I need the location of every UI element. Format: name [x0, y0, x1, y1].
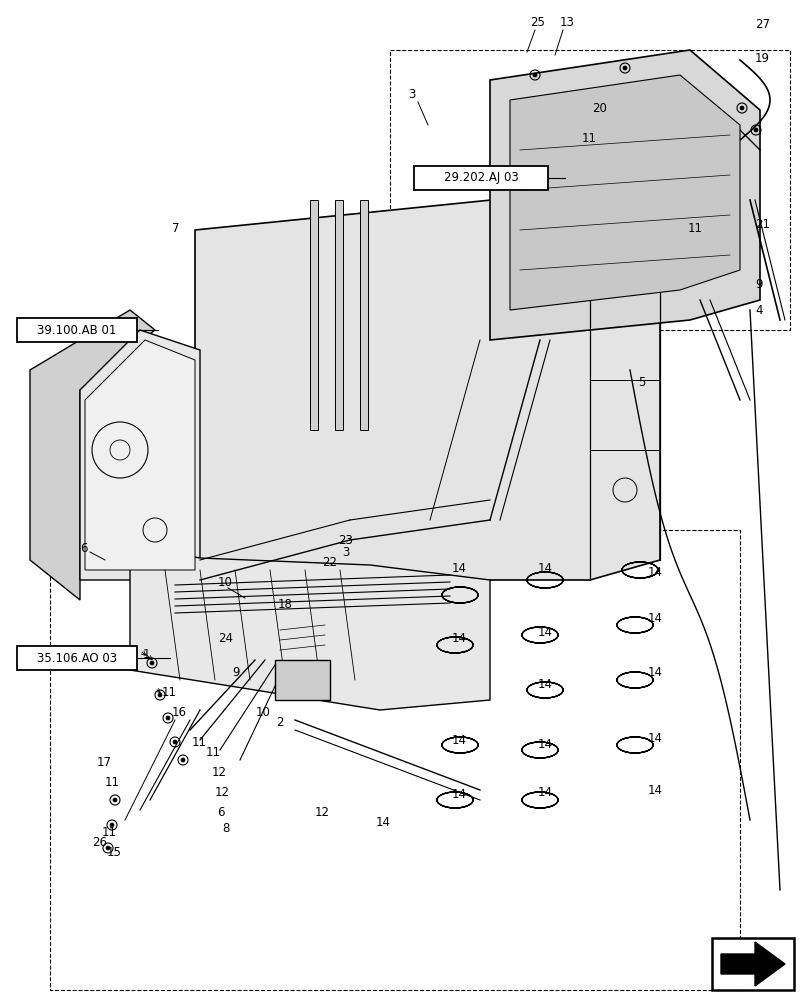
Text: 39.100.AB 01: 39.100.AB 01 [37, 324, 116, 336]
Polygon shape [360, 200, 368, 430]
FancyBboxPatch shape [17, 646, 137, 670]
Text: 11: 11 [688, 222, 703, 234]
Text: 15: 15 [107, 846, 122, 859]
Polygon shape [335, 200, 343, 430]
Text: 14: 14 [538, 786, 553, 798]
Text: 14: 14 [452, 562, 467, 574]
Text: 10: 10 [218, 576, 233, 588]
Text: 3: 3 [342, 546, 349, 560]
Text: 14: 14 [452, 632, 467, 645]
Text: 27: 27 [755, 18, 770, 31]
Text: 25: 25 [530, 15, 545, 28]
Text: 12: 12 [215, 786, 230, 800]
Polygon shape [510, 75, 740, 310]
Text: 14: 14 [648, 666, 663, 678]
Polygon shape [80, 330, 200, 580]
Text: 1: 1 [143, 648, 150, 662]
Text: 22: 22 [322, 556, 337, 570]
Circle shape [181, 758, 185, 762]
FancyBboxPatch shape [17, 318, 137, 342]
Circle shape [623, 66, 627, 70]
Circle shape [754, 128, 758, 132]
Text: 4: 4 [755, 304, 763, 316]
Circle shape [740, 106, 744, 110]
Text: 14: 14 [452, 734, 467, 746]
Text: 6: 6 [80, 542, 87, 554]
Text: 5: 5 [638, 375, 646, 388]
Text: 9: 9 [232, 666, 239, 680]
Text: 16: 16 [172, 706, 187, 720]
Polygon shape [721, 942, 785, 986]
Text: 7: 7 [172, 222, 179, 234]
Text: 12: 12 [315, 806, 330, 820]
Text: 6: 6 [217, 806, 225, 820]
Text: 11: 11 [192, 736, 207, 750]
Bar [275, 660, 330, 700]
Text: 17: 17 [97, 756, 112, 770]
Circle shape [533, 73, 537, 77]
Circle shape [110, 823, 114, 827]
Text: 14: 14 [648, 784, 663, 796]
Polygon shape [30, 310, 155, 600]
Text: 14: 14 [452, 788, 467, 802]
Text: 9: 9 [755, 278, 763, 292]
Circle shape [166, 716, 170, 720]
Text: 14: 14 [538, 738, 553, 752]
Text: 29.202.AJ 03: 29.202.AJ 03 [444, 172, 519, 184]
Text: 14: 14 [648, 732, 663, 744]
Text: 19: 19 [755, 51, 770, 64]
Circle shape [113, 798, 117, 802]
Text: 14: 14 [538, 626, 553, 639]
Polygon shape [490, 50, 760, 340]
Text: 26: 26 [92, 836, 107, 850]
Text: 21: 21 [755, 219, 770, 232]
Text: 14: 14 [538, 678, 553, 692]
Bar [712, 938, 794, 990]
Text: 11: 11 [102, 826, 117, 840]
Text: 8: 8 [222, 822, 229, 834]
Text: 10: 10 [256, 706, 271, 720]
Polygon shape [85, 340, 195, 570]
Circle shape [158, 693, 162, 697]
Text: 35.106.AO 03: 35.106.AO 03 [37, 652, 117, 664]
Polygon shape [195, 190, 660, 580]
Text: 14: 14 [648, 611, 663, 624]
Text: 11: 11 [206, 746, 221, 760]
Text: 3: 3 [408, 89, 415, 102]
Text: 24: 24 [218, 632, 233, 645]
Text: 14: 14 [538, 562, 553, 574]
Polygon shape [310, 200, 318, 430]
Text: 14: 14 [648, 566, 663, 578]
Circle shape [106, 846, 110, 850]
Text: 14: 14 [376, 816, 391, 830]
Text: 11: 11 [582, 131, 597, 144]
Text: 20: 20 [592, 102, 607, 114]
Circle shape [150, 661, 154, 665]
Text: 18: 18 [278, 597, 292, 610]
Text: 12: 12 [212, 766, 227, 780]
Text: 11: 11 [105, 776, 120, 790]
FancyBboxPatch shape [414, 166, 548, 190]
Text: 11: 11 [162, 686, 177, 700]
Polygon shape [130, 545, 490, 710]
Circle shape [173, 740, 177, 744]
Text: 23: 23 [338, 534, 353, 546]
Text: 13: 13 [560, 15, 574, 28]
Text: 2: 2 [276, 716, 284, 730]
